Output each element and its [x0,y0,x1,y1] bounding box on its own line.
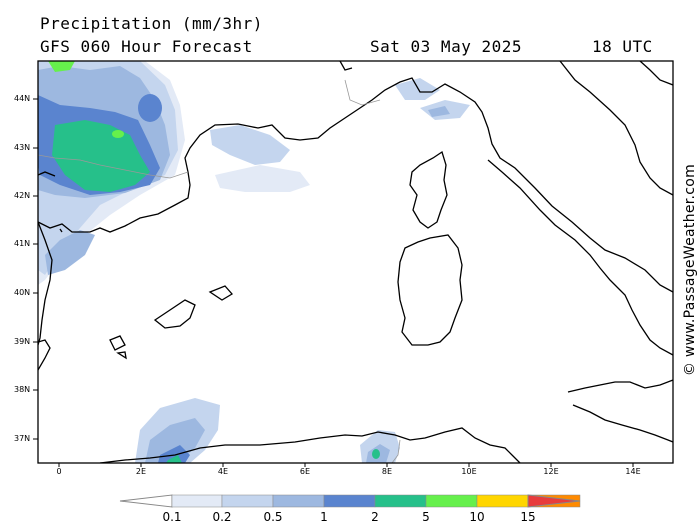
site-credit: © www.PassageWeather.com [682,163,698,377]
precip-zone-heavy [52,120,150,192]
borders [38,79,401,463]
precip-zone-coast [45,230,95,275]
legend-label-3: 1 [320,510,328,524]
legend-label-7: 15 [520,510,536,524]
legend-label-2: 0.5 [263,510,283,524]
lon-label-10E: 10E [461,467,477,476]
coastlines [38,61,673,463]
forecast-model: GFS 060 Hour Forecast [40,37,253,56]
lat-label-42N: 42N [14,191,31,200]
precip-zone-very-heavy [48,61,75,72]
legend-swatch-1 [171,494,223,508]
legend-label-4: 2 [371,510,379,524]
legend-label-1: 0.2 [212,510,232,524]
lon-label-8E: 8E [381,467,393,476]
lat-label-37N: 37N [14,434,31,443]
legend-label-6: 10 [469,510,485,524]
forecast-date: Sat 03 May 2025 [370,37,522,56]
legend-swatch-7 [476,494,529,508]
legend-swatch-3 [272,494,325,508]
map-frame [37,60,674,464]
precip-zone-ligurian [210,125,290,165]
precip-cell-green [112,130,124,138]
legend-swatch-0 [119,494,173,508]
lat-label-44N: 44N [14,94,31,103]
legend-swatch-4 [323,494,376,508]
legend-swatch-9 [527,494,581,508]
axis-ticks [33,98,634,467]
lon-label-4E: 4E [217,467,229,476]
map-title: Precipitation (mm/3hr) [40,14,263,33]
precip-zone-tyrrhenian-core [428,106,450,117]
lon-label-6E: 6E [299,467,311,476]
precip-zone-alps [395,78,440,100]
precip-zone-algeria-peak [166,455,182,463]
lat-label-41N: 41N [14,239,31,248]
legend-label-0: 0.1 [162,510,182,524]
precipitation-fields [38,61,470,463]
lat-label-39N: 39N [14,337,31,346]
legend-swatch-2 [221,494,274,508]
lon-label-2E: 2E [135,467,147,476]
precip-zone-algeria-mid [145,418,205,463]
lat-label-43N: 43N [14,143,31,152]
legend-colorbar [119,494,581,508]
legend-swatch-5 [374,494,427,508]
lon-label-12E: 12E [543,467,559,476]
legend-swatch-6 [425,494,478,508]
lat-label-40N: 40N [14,288,31,297]
precip-zone-light-sea [215,165,310,192]
lat-label-38N: 38N [14,385,31,394]
precip-zone-algeria-core [158,445,190,463]
lon-label-0: 0 [56,467,62,476]
forecast-time: 18 UTC [592,37,653,56]
lon-label-14E: 14E [625,467,641,476]
legend-label-5: 5 [422,510,430,524]
precip-cell-tunisia [372,449,380,459]
precip-cell-blue [138,94,162,122]
